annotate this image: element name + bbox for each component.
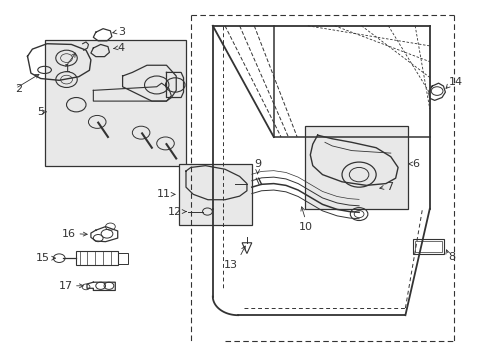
Bar	[44, 40, 185, 166]
Text: 16: 16	[62, 229, 76, 239]
Text: 3: 3	[118, 27, 124, 37]
Text: 8: 8	[447, 252, 454, 262]
Bar	[118, 253, 128, 264]
Bar	[305, 126, 407, 209]
Text: 5: 5	[37, 107, 44, 117]
Text: 6: 6	[412, 159, 419, 169]
Text: 2: 2	[15, 84, 22, 94]
Bar	[412, 239, 444, 253]
Text: 12: 12	[167, 207, 182, 217]
Text: 7: 7	[385, 182, 392, 192]
Bar	[414, 241, 441, 252]
Text: 4: 4	[118, 43, 124, 53]
Bar	[76, 251, 118, 265]
Text: 1: 1	[64, 64, 71, 74]
Text: 13: 13	[224, 260, 237, 270]
Polygon shape	[242, 243, 251, 253]
Text: 15: 15	[36, 253, 49, 263]
Text: 14: 14	[448, 77, 463, 87]
Text: 9: 9	[254, 159, 261, 169]
Text: 10: 10	[298, 222, 312, 232]
Bar	[178, 164, 251, 225]
Text: 17: 17	[59, 281, 73, 291]
Text: 11: 11	[156, 189, 170, 199]
